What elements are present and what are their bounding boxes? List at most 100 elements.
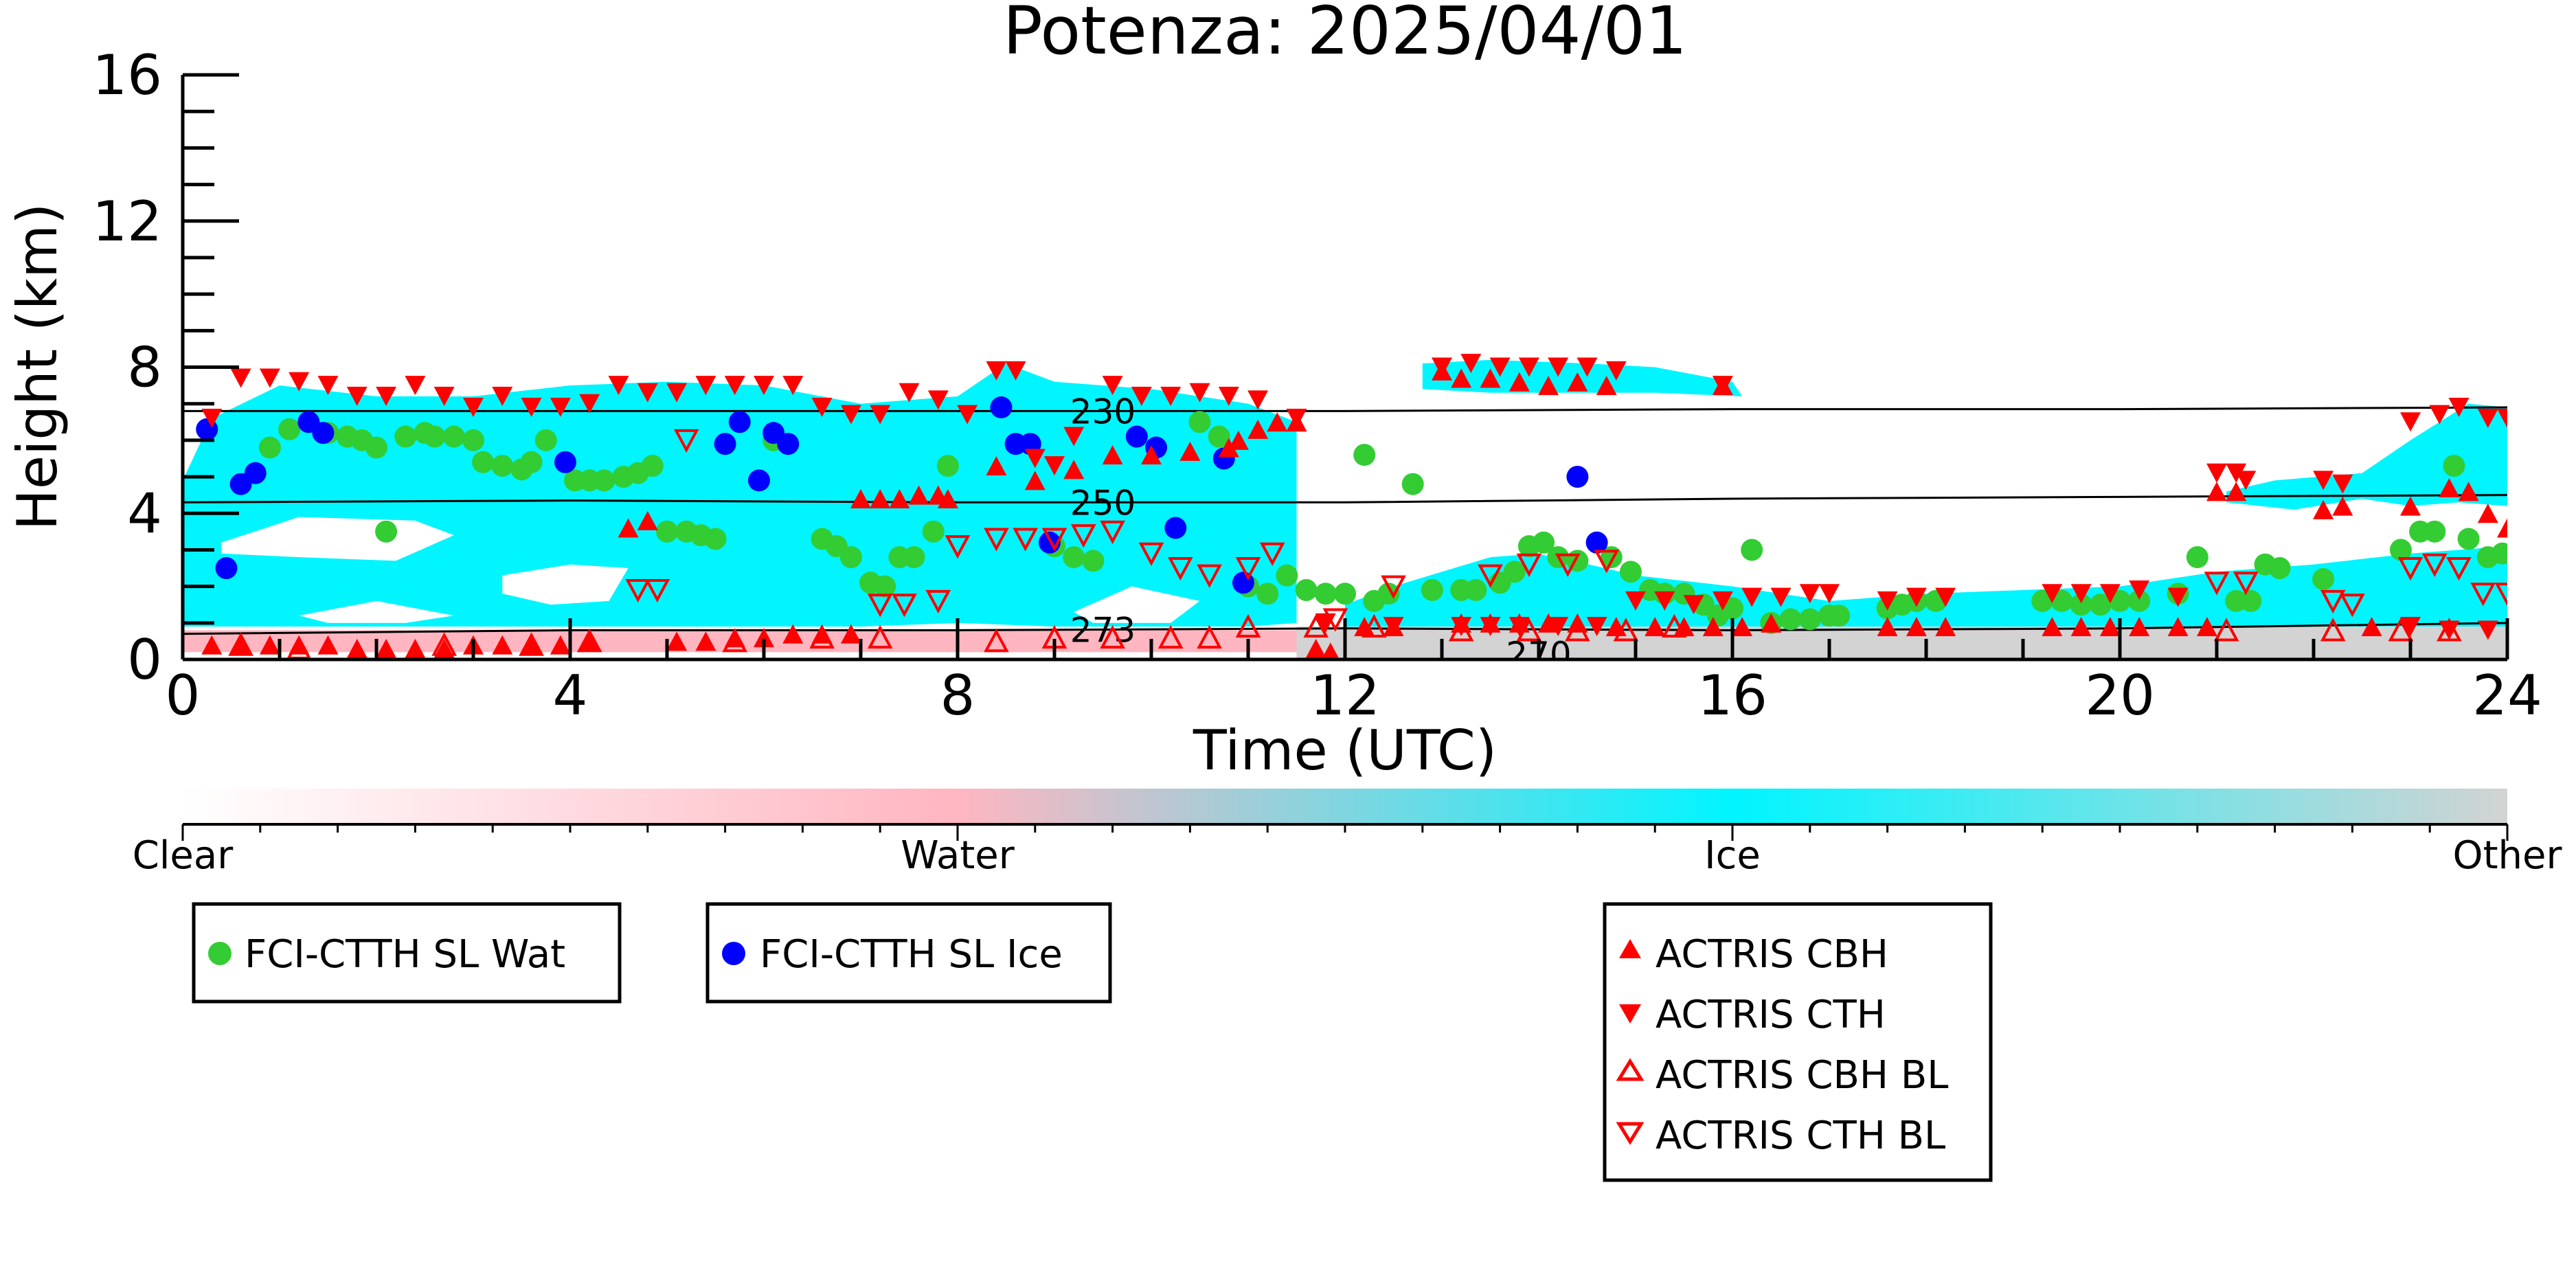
data-point (1798, 608, 1821, 631)
data-point (1024, 471, 1046, 490)
data-point (1613, 618, 1639, 642)
data-point (1465, 578, 1487, 601)
data-point (375, 520, 398, 543)
data-point (1256, 583, 1279, 605)
data-point (593, 469, 615, 492)
data-point (462, 429, 484, 451)
data-point (1259, 542, 1285, 566)
data-point (472, 451, 495, 473)
data-point (405, 376, 426, 396)
data-point (2439, 620, 2460, 640)
legend-water: FCI-CTTH SL Wat (192, 902, 622, 1004)
data-point (1935, 587, 1956, 607)
data-point (2167, 617, 2189, 637)
data-point (2491, 542, 2507, 565)
data-point (2448, 398, 2470, 418)
data-point (637, 383, 658, 403)
data-point (986, 361, 1007, 381)
data-point (258, 436, 281, 459)
data-point (463, 398, 484, 418)
data-point (1401, 473, 1424, 495)
data-point (1451, 617, 1472, 637)
data-point (317, 376, 339, 396)
data-point (1102, 376, 1123, 396)
contour-label-250: 250 (1070, 483, 1136, 523)
data-point (1353, 444, 1376, 466)
data-point (423, 425, 446, 448)
data-point (1480, 368, 1501, 388)
data-point (554, 451, 576, 473)
data-point (782, 376, 804, 396)
legend-cbh-marker (1619, 939, 1641, 958)
data-point (2361, 617, 2382, 637)
data-point (1303, 613, 1329, 638)
axes: 0 4 8 12 16 0 4 8 12 16 20 24 (92, 43, 2542, 727)
data-point (1567, 372, 1588, 392)
data-point (550, 635, 571, 655)
data-point (2070, 617, 2092, 637)
data-point (1432, 357, 1452, 377)
data-point (1013, 528, 1039, 552)
data-point (1906, 617, 1927, 637)
data-point (1548, 357, 1569, 377)
data-point (1218, 438, 1239, 457)
data-point (1235, 557, 1261, 581)
data-point (1683, 595, 1704, 615)
data-point (1509, 617, 1530, 637)
data-point (840, 624, 861, 644)
data-point (1361, 613, 1387, 638)
data-point (1662, 613, 1687, 638)
data-point (2128, 589, 2151, 612)
data-point (1799, 584, 1820, 604)
data-point (2050, 589, 2073, 612)
legend-water-label: FCI-CTTH SL Wat (245, 932, 565, 977)
colorbar-label-ice: Ice (1704, 833, 1761, 878)
legend-cth-label: ACTRIS CTH (1656, 993, 1886, 1037)
data-point (1157, 624, 1184, 649)
data-point (2099, 584, 2121, 604)
data-point (230, 635, 251, 655)
legend-cth-marker (1619, 1004, 1641, 1024)
data-point (1702, 617, 1724, 637)
data-point (1100, 624, 1125, 649)
legend-actris: ACTRIS CBH ACTRIS CTH ACTRIS CBH BL ACTR… (1603, 902, 1993, 1182)
data-point (2233, 572, 2259, 596)
data-point (259, 368, 280, 388)
data-point (673, 429, 699, 453)
data-point (957, 405, 978, 425)
data-point (2206, 482, 2227, 501)
data-point (945, 535, 971, 559)
data-point (2320, 618, 2346, 642)
data-point (728, 411, 751, 433)
data-point (2268, 557, 2291, 580)
data-point (1548, 617, 1569, 637)
data-point (724, 376, 745, 396)
colorbar: Clear Water Ice Other (133, 789, 2562, 878)
data-point (1377, 583, 1400, 605)
data-point (1295, 578, 1318, 601)
data-point (1141, 445, 1162, 465)
data-point (2457, 528, 2480, 550)
data-point (809, 624, 835, 649)
clear-region (299, 600, 454, 623)
data-point (644, 578, 670, 603)
data-point (1354, 617, 1375, 637)
data-point (201, 635, 223, 655)
ice-region (2226, 403, 2507, 510)
data-point (811, 398, 833, 418)
data-point (1518, 357, 1539, 377)
colorbar-gradient (183, 789, 2507, 824)
data-point (1712, 591, 1733, 611)
series-actris-cbh (201, 361, 2507, 659)
legend-cth-bl-label: ACTRIS CTH BL (1656, 1114, 1945, 1158)
data-point (2129, 617, 2150, 637)
contour-label-230: 230 (1070, 392, 1136, 431)
data-point (1197, 624, 1222, 649)
data-point (839, 546, 862, 569)
contour-line-250 (183, 494, 2507, 504)
data-point (2070, 594, 2092, 616)
data-point (1516, 618, 1542, 642)
data-point (1322, 608, 1348, 632)
data-point (1063, 546, 1085, 569)
